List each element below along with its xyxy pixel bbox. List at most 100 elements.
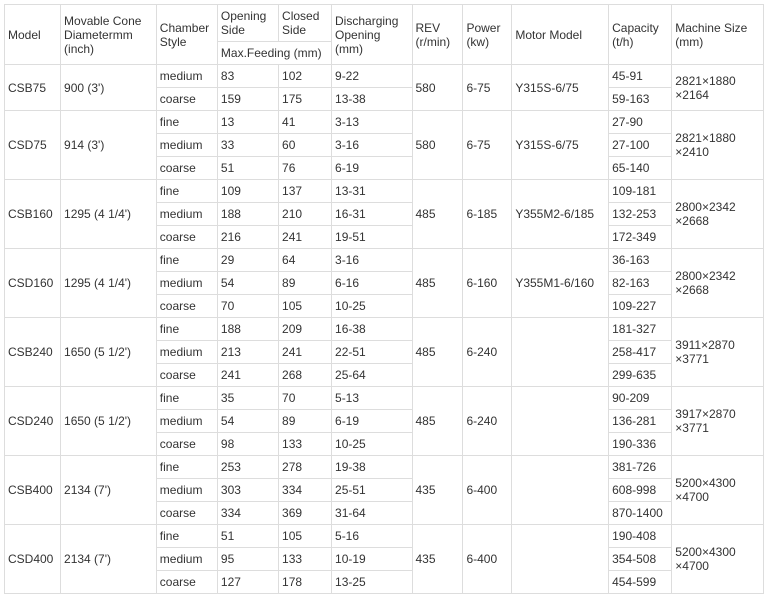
cell-discharge: 6-19 <box>332 157 412 180</box>
cell-chamber: coarse <box>156 502 217 525</box>
cell-opening: 51 <box>217 525 278 548</box>
cell-rev: 485 <box>412 180 463 249</box>
cell-discharge: 22-51 <box>332 341 412 364</box>
cell-discharge: 13-31 <box>332 180 412 203</box>
cell-discharge: 25-64 <box>332 364 412 387</box>
cell-discharge: 10-25 <box>332 295 412 318</box>
cell-model: CSD160 <box>5 249 61 318</box>
cell-size: 2800×2342 ×2668 <box>672 180 764 249</box>
cell-discharge: 16-38 <box>332 318 412 341</box>
cell-closed: 105 <box>279 295 332 318</box>
cell-discharge: 10-19 <box>332 548 412 571</box>
cell-closed: 60 <box>279 134 332 157</box>
cell-diameter: 1650 (5 1/2') <box>61 318 157 387</box>
header-rev: REV (r/min) <box>412 5 463 65</box>
cell-opening: 216 <box>217 226 278 249</box>
cell-model: CSD75 <box>5 111 61 180</box>
cell-chamber: medium <box>156 548 217 571</box>
cell-opening: 33 <box>217 134 278 157</box>
cell-discharge: 19-51 <box>332 226 412 249</box>
table-row: CSD1601295 (4 1/4')fine29643-164856-160Y… <box>5 249 764 272</box>
cell-closed: 209 <box>279 318 332 341</box>
cell-size: 2800×2342 ×2668 <box>672 249 764 318</box>
cell-discharge: 16-31 <box>332 203 412 226</box>
cell-power: 6-400 <box>463 525 512 594</box>
cell-motor: Y355M2-6/185 <box>512 180 609 249</box>
header-size: Machine Size (mm) <box>672 5 764 65</box>
cell-chamber: fine <box>156 525 217 548</box>
cell-power: 6-75 <box>463 65 512 111</box>
cell-opening: 188 <box>217 203 278 226</box>
cell-opening: 54 <box>217 272 278 295</box>
cell-diameter: 1295 (4 1/4') <box>61 180 157 249</box>
cell-power: 6-160 <box>463 249 512 318</box>
cell-model: CSB160 <box>5 180 61 249</box>
cell-rev: 435 <box>412 525 463 594</box>
cell-discharge: 31-64 <box>332 502 412 525</box>
cell-discharge: 13-25 <box>332 571 412 594</box>
header-diameter: Movable Cone Diametermm (inch) <box>61 5 157 65</box>
cell-diameter: 1295 (4 1/4') <box>61 249 157 318</box>
cell-size: 2821×1880 ×2410 <box>672 111 764 180</box>
cell-power: 6-240 <box>463 387 512 456</box>
cell-capacity: 36-163 <box>609 249 672 272</box>
cell-opening: 159 <box>217 88 278 111</box>
cell-power: 6-240 <box>463 318 512 387</box>
cell-capacity: 82-163 <box>609 272 672 295</box>
cell-rev: 580 <box>412 111 463 180</box>
cell-diameter: 2134 (7') <box>61 525 157 594</box>
cell-opening: 29 <box>217 249 278 272</box>
header-chamber: Chamber Style <box>156 5 217 65</box>
header-maxfeed: Max.Feeding (mm) <box>217 42 331 65</box>
cell-capacity: 258-417 <box>609 341 672 364</box>
cell-discharge: 3-16 <box>332 134 412 157</box>
cell-opening: 54 <box>217 410 278 433</box>
cell-closed: 76 <box>279 157 332 180</box>
cell-chamber: medium <box>156 410 217 433</box>
table-row: CSD2401650 (5 1/2')fine35705-134856-2409… <box>5 387 764 410</box>
cell-size: 5200×4300 ×4700 <box>672 456 764 525</box>
header-capacity: Capacity (t/h) <box>609 5 672 65</box>
cell-discharge: 25-51 <box>332 479 412 502</box>
cell-motor <box>512 456 609 525</box>
cell-diameter: 914 (3') <box>61 111 157 180</box>
cell-discharge: 3-16 <box>332 249 412 272</box>
cell-model: CSB240 <box>5 318 61 387</box>
cell-opening: 334 <box>217 502 278 525</box>
cell-power: 6-185 <box>463 180 512 249</box>
header-motor: Motor Model <box>512 5 609 65</box>
cell-capacity: 59-163 <box>609 88 672 111</box>
cell-capacity: 45-91 <box>609 65 672 88</box>
cell-size: 3911×2870 ×3771 <box>672 318 764 387</box>
cell-chamber: medium <box>156 272 217 295</box>
cell-motor <box>512 318 609 387</box>
cell-chamber: coarse <box>156 226 217 249</box>
cell-motor: Y315S-6/75 <box>512 65 609 111</box>
cell-chamber: medium <box>156 134 217 157</box>
cell-opening: 213 <box>217 341 278 364</box>
cell-model: CSB75 <box>5 65 61 111</box>
cell-capacity: 454-599 <box>609 571 672 594</box>
cell-rev: 485 <box>412 318 463 387</box>
cell-closed: 175 <box>279 88 332 111</box>
cell-diameter: 1650 (5 1/2') <box>61 387 157 456</box>
cell-opening: 109 <box>217 180 278 203</box>
cell-chamber: medium <box>156 341 217 364</box>
cell-discharge: 5-16 <box>332 525 412 548</box>
cell-capacity: 172-349 <box>609 226 672 249</box>
cell-capacity: 870-1400 <box>609 502 672 525</box>
cell-chamber: coarse <box>156 88 217 111</box>
cell-discharge: 6-16 <box>332 272 412 295</box>
cell-size: 5200×4300 ×4700 <box>672 525 764 594</box>
cell-closed: 241 <box>279 226 332 249</box>
cell-rev: 485 <box>412 249 463 318</box>
cell-rev: 435 <box>412 456 463 525</box>
cell-capacity: 109-227 <box>609 295 672 318</box>
cell-chamber: coarse <box>156 571 217 594</box>
cell-opening: 241 <box>217 364 278 387</box>
header-discharge: Discharging Opening (mm) <box>332 5 412 65</box>
cell-closed: 89 <box>279 272 332 295</box>
cell-chamber: coarse <box>156 295 217 318</box>
cell-diameter: 900 (3') <box>61 65 157 111</box>
cell-model: CSB400 <box>5 456 61 525</box>
